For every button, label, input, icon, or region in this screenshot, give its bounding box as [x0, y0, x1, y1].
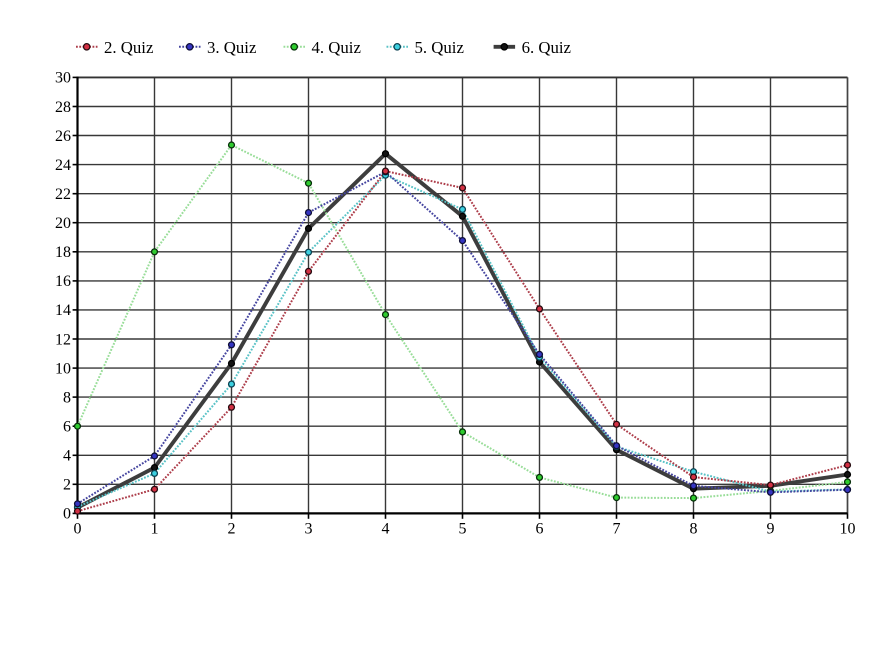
- svg-text:0: 0: [63, 506, 71, 523]
- svg-text:0: 0: [74, 521, 82, 538]
- svg-text:3: 3: [305, 521, 313, 538]
- svg-text:8: 8: [63, 389, 71, 406]
- svg-text:18: 18: [55, 244, 71, 261]
- svg-text:6: 6: [536, 521, 544, 538]
- svg-text:26: 26: [55, 128, 71, 145]
- svg-text:8: 8: [690, 521, 698, 538]
- svg-text:10: 10: [55, 360, 71, 377]
- svg-text:9: 9: [767, 521, 775, 538]
- svg-text:2: 2: [228, 521, 236, 538]
- svg-text:4. Quiz: 4. Quiz: [312, 38, 361, 57]
- svg-text:7: 7: [613, 521, 621, 538]
- svg-text:2: 2: [63, 477, 71, 494]
- svg-text:28: 28: [55, 99, 71, 116]
- svg-text:3. Quiz: 3. Quiz: [207, 38, 256, 57]
- svg-text:20: 20: [55, 215, 71, 232]
- svg-text:30: 30: [55, 70, 71, 87]
- svg-text:4: 4: [63, 448, 71, 465]
- svg-text:24: 24: [55, 157, 71, 174]
- svg-text:16: 16: [55, 273, 71, 290]
- svg-text:6: 6: [63, 419, 71, 436]
- svg-text:5: 5: [459, 521, 467, 538]
- svg-text:14: 14: [55, 302, 71, 319]
- svg-text:6. Quiz: 6. Quiz: [522, 38, 571, 57]
- svg-text:5. Quiz: 5. Quiz: [415, 38, 464, 57]
- svg-text:22: 22: [55, 186, 71, 203]
- svg-text:10: 10: [840, 521, 856, 538]
- svg-text:12: 12: [55, 331, 71, 348]
- svg-text:2. Quiz: 2. Quiz: [104, 38, 153, 57]
- svg-text:1: 1: [151, 521, 159, 538]
- svg-text:4: 4: [382, 521, 390, 538]
